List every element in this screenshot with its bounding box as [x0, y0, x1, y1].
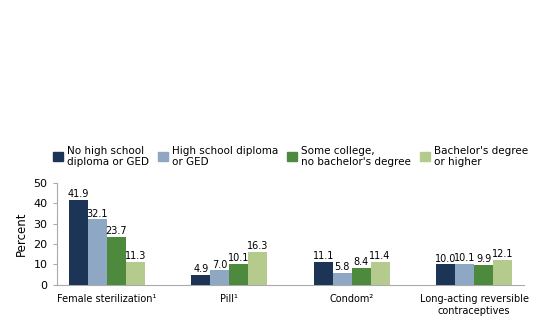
Text: 10.1: 10.1 — [228, 253, 249, 263]
Bar — [192, 275, 211, 285]
Text: 11.3: 11.3 — [124, 251, 146, 261]
Bar — [211, 270, 229, 285]
Text: 32.1: 32.1 — [87, 209, 108, 218]
Text: 23.7: 23.7 — [105, 226, 127, 236]
Text: 5.8: 5.8 — [334, 262, 350, 272]
Text: 41.9: 41.9 — [68, 189, 89, 199]
Y-axis label: Percent: Percent — [15, 212, 28, 256]
Bar — [314, 262, 333, 285]
Text: 12.1: 12.1 — [492, 249, 514, 259]
Bar — [352, 267, 371, 285]
Text: 7.0: 7.0 — [212, 260, 227, 270]
Bar — [88, 219, 107, 285]
Bar — [333, 273, 352, 285]
Bar — [493, 260, 512, 285]
Text: 11.4: 11.4 — [370, 251, 391, 261]
Text: 16.3: 16.3 — [247, 241, 268, 251]
Bar — [248, 252, 267, 285]
Text: 10.0: 10.0 — [435, 254, 456, 263]
Text: 8.4: 8.4 — [353, 257, 369, 267]
Bar — [371, 261, 390, 285]
Bar — [107, 237, 126, 285]
Text: 10.1: 10.1 — [454, 253, 475, 263]
Bar — [474, 264, 493, 285]
Bar — [69, 200, 88, 285]
Legend: No high school
diploma or GED, High school diploma
or GED, Some college,
no bach: No high school diploma or GED, High scho… — [53, 146, 528, 167]
Bar — [436, 264, 455, 285]
Bar — [229, 264, 248, 285]
Text: 4.9: 4.9 — [193, 264, 208, 274]
Text: 9.9: 9.9 — [476, 254, 491, 264]
Text: 11.1: 11.1 — [312, 251, 334, 261]
Bar — [126, 262, 144, 285]
Bar — [455, 264, 474, 285]
